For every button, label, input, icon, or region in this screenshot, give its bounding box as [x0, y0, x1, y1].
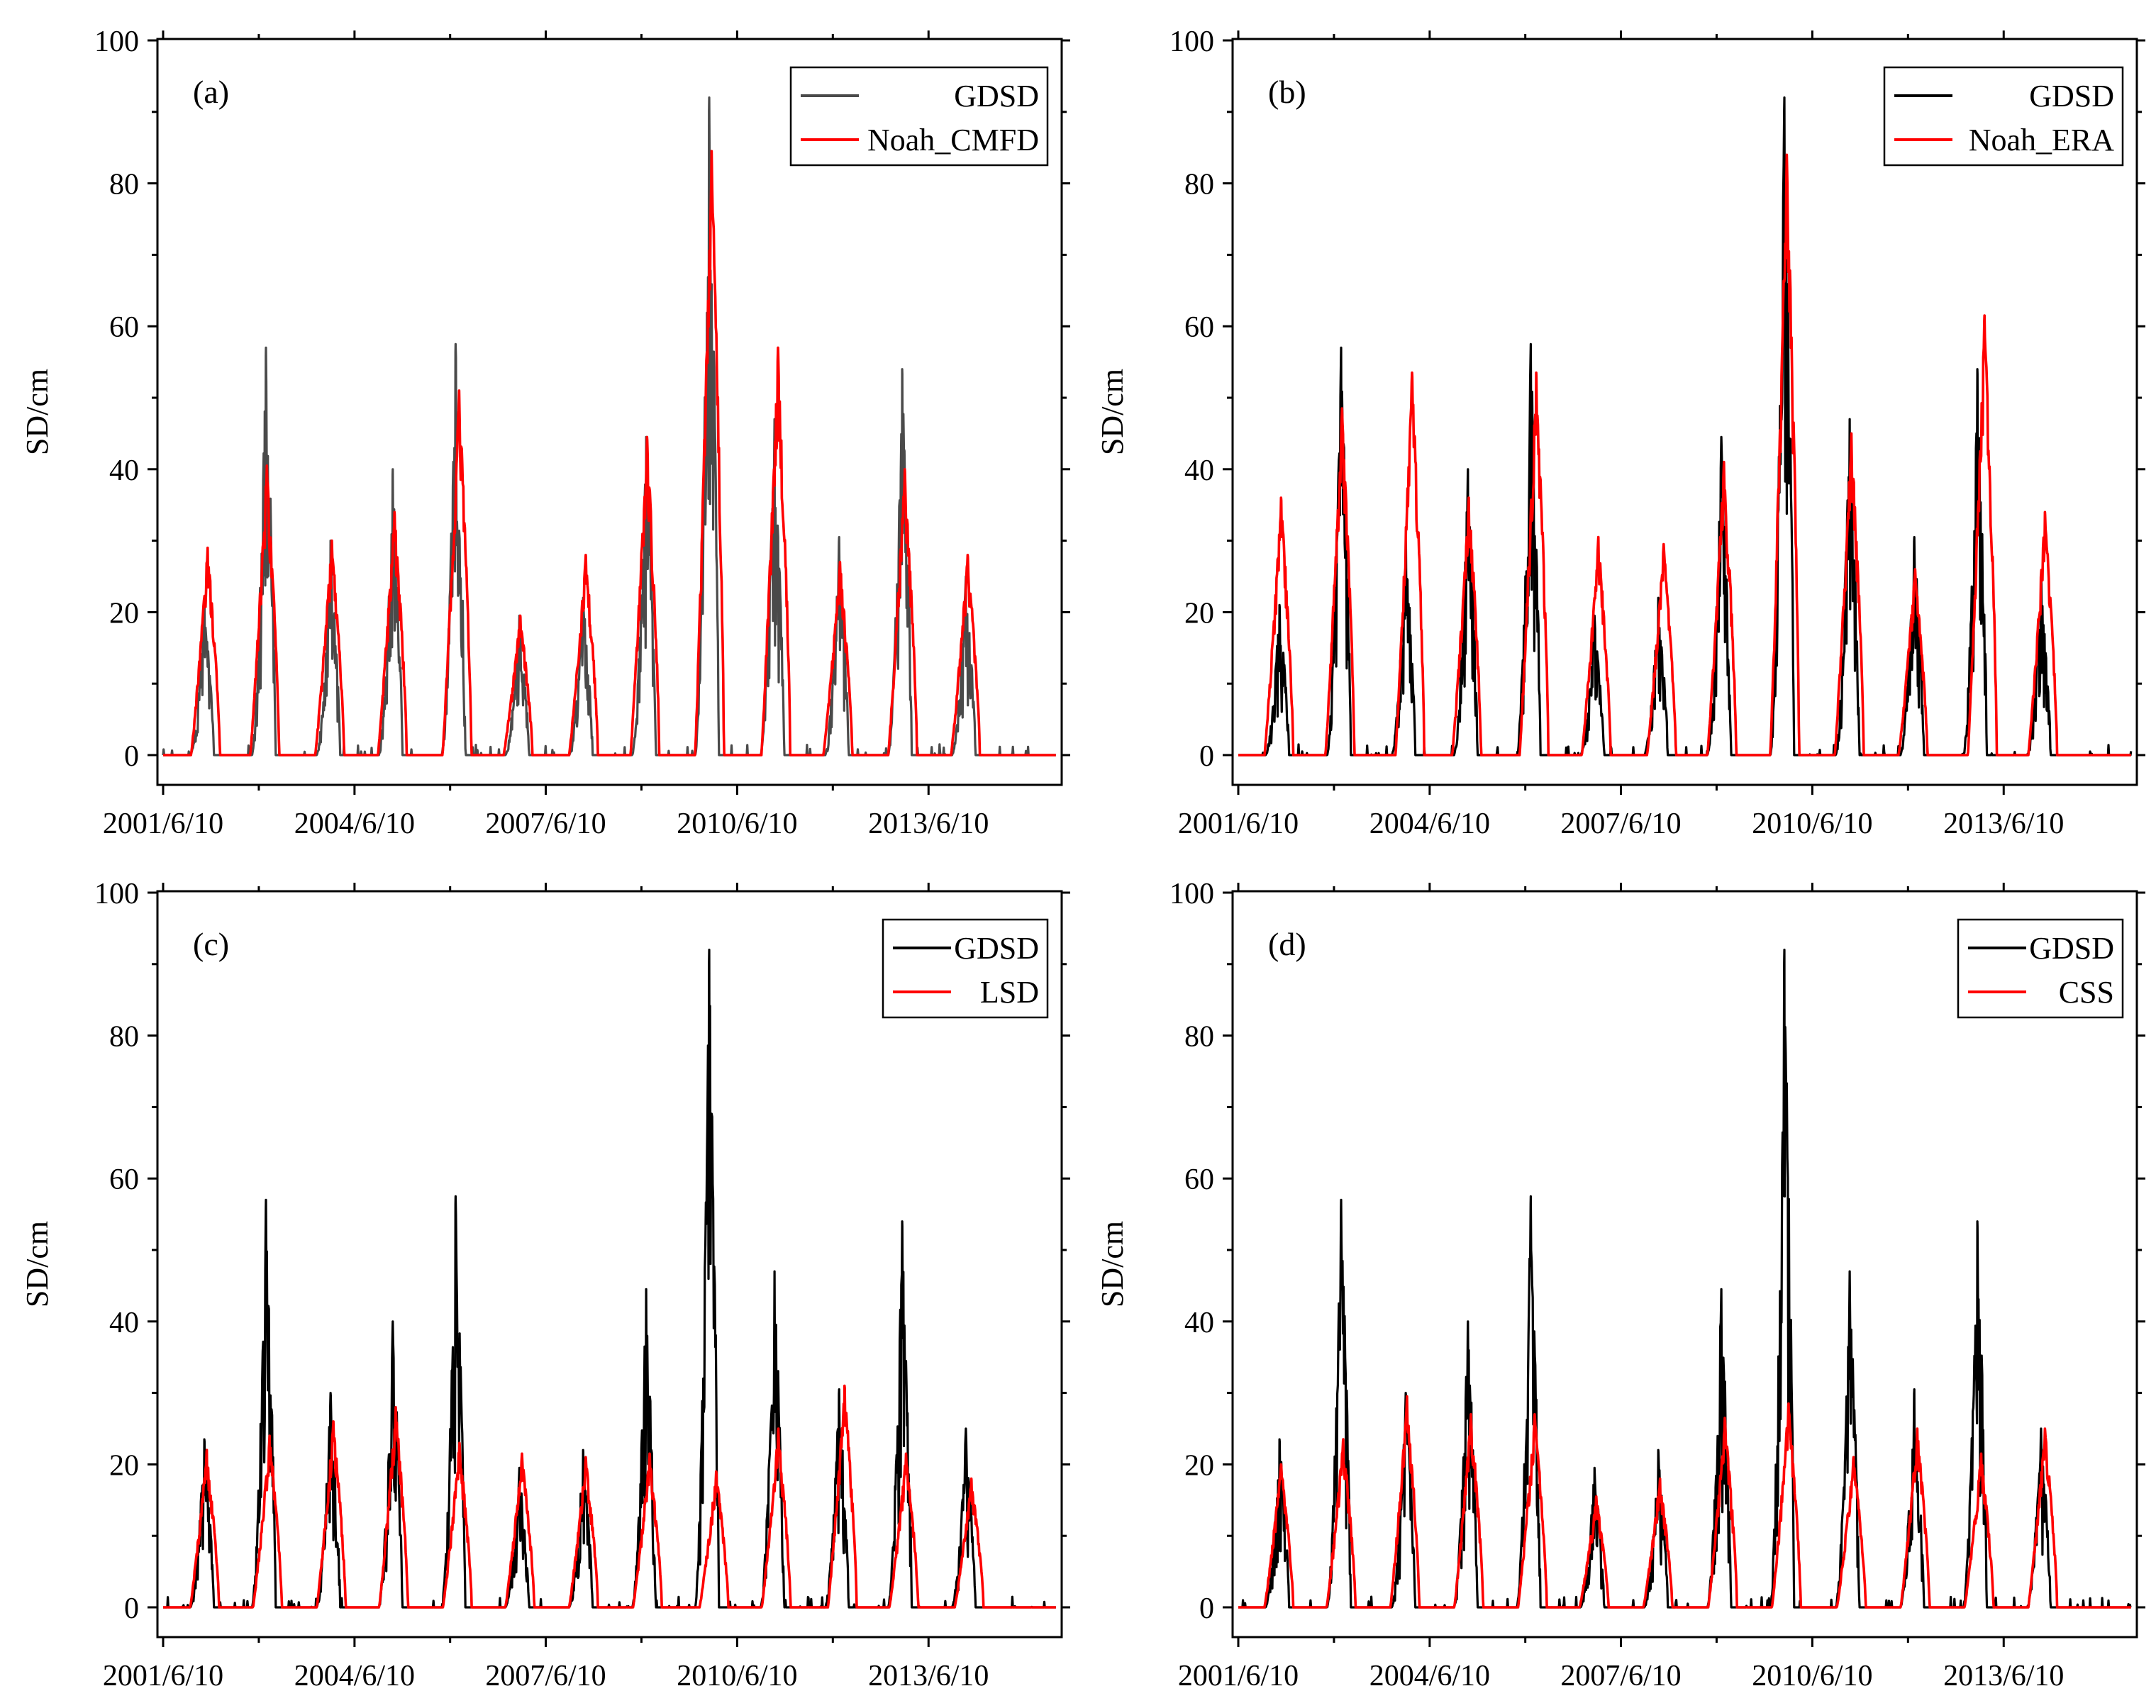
x-tick-label: 2004/6/10 [1369, 1660, 1490, 1692]
legend-box [789, 66, 1049, 167]
panel-tag: (b) [1268, 74, 1306, 110]
y-tick-label: 80 [109, 169, 139, 201]
legend-label: LSD [980, 975, 1039, 1010]
x-tick-label: 2004/6/10 [1369, 808, 1490, 840]
x-tick-label: 2001/6/10 [103, 808, 223, 840]
legend-box [1883, 66, 2124, 167]
y-tick-label: 80 [1184, 1021, 1214, 1054]
legend-label: CSS [2059, 975, 2114, 1010]
y-tick-label: 100 [1169, 26, 1214, 58]
y-tick-label: 20 [109, 597, 139, 630]
y-tick-label: 0 [1199, 1592, 1214, 1625]
y-tick-label: 80 [1184, 169, 1214, 201]
y-tick-label: 20 [1184, 597, 1214, 630]
x-tick-label: 2010/6/10 [677, 808, 797, 840]
x-tick-label: 2001/6/10 [1178, 808, 1299, 840]
plot-frame [156, 38, 1063, 786]
panel-tag: (d) [1268, 926, 1306, 962]
x-tick-label: 2013/6/10 [868, 808, 989, 840]
y-tick-label: 20 [1184, 1449, 1214, 1482]
series-group [1237, 96, 2133, 757]
series-group [162, 96, 1057, 757]
legend-label: GDSD [954, 79, 1039, 113]
y-tick-label: 20 [109, 1449, 139, 1482]
x-tick-label: 2007/6/10 [485, 1660, 606, 1692]
x-tick-label: 2013/6/10 [1943, 1660, 2064, 1692]
y-tick-label: 0 [124, 1592, 139, 1625]
x-tick-label: 2013/6/10 [1943, 808, 2064, 840]
legend-label: GDSD [2029, 79, 2114, 113]
legend: GDSD Noah_CMFD [789, 66, 1049, 167]
legend: GDSD CSS [1957, 918, 2124, 1019]
x-tick-label: 2010/6/10 [1752, 808, 1872, 840]
y-tick-label: 100 [1169, 878, 1214, 910]
x-tick-label: 2007/6/10 [485, 808, 606, 840]
y-tick-label: 60 [109, 311, 139, 344]
legend-label: Noah_ERA [1969, 123, 2115, 157]
y-axis-label: SD/cm [20, 369, 55, 455]
x-tick-label: 2001/6/10 [103, 1660, 223, 1692]
chart-panel-1: 0 20 40 60 80 100 2001/6/10 2004/6/10 2007/6/10 2… [1095, 26, 2145, 840]
chart-panel-3: 0 20 40 60 80 100 2001/6/10 2004/6/10 2007/6/10 2… [1095, 878, 2145, 1692]
legend-box [882, 918, 1049, 1019]
panel-tag: (c) [193, 926, 229, 962]
legend-label: Noah_CMFD [867, 123, 1039, 157]
y-tick-label: 0 [1199, 740, 1214, 773]
legend-label: GDSD [2029, 931, 2114, 966]
x-tick-label: 2004/6/10 [294, 808, 415, 840]
y-tick-label: 40 [1184, 454, 1214, 487]
y-axis-label: SD/cm [1095, 369, 1130, 455]
series-line-noah-cmfd [162, 150, 1057, 757]
y-tick-label: 80 [109, 1021, 139, 1054]
x-tick-label: 2010/6/10 [1752, 1660, 1872, 1692]
y-tick-label: 100 [94, 878, 139, 910]
plot-frame [1231, 38, 2138, 786]
y-tick-label: 40 [109, 1307, 139, 1339]
x-tick-label: 2013/6/10 [868, 1660, 989, 1692]
legend: GDSD Noah_ERA [1883, 66, 2124, 167]
x-tick-label: 2001/6/10 [1178, 1660, 1299, 1692]
y-tick-label: 60 [1184, 311, 1214, 344]
plot-frame [156, 890, 1063, 1639]
series-group [1237, 949, 2132, 1609]
y-tick-label: 0 [124, 740, 139, 773]
series-line-css [1237, 1395, 2132, 1609]
x-tick-label: 2004/6/10 [294, 1660, 415, 1692]
legend-label: GDSD [954, 931, 1039, 966]
x-tick-label: 2010/6/10 [677, 1660, 797, 1692]
plot-frame [1231, 890, 2138, 1639]
y-tick-label: 40 [1184, 1307, 1214, 1339]
y-tick-label: 60 [1184, 1163, 1214, 1196]
chart-panel-0: 0 20 40 60 80 100 2001/6/10 2004/6/10 2007/6/10 2… [20, 26, 1070, 840]
series-group [162, 949, 1057, 1609]
legend-box [1957, 918, 2124, 1019]
panel-tag: (a) [193, 74, 229, 110]
x-tick-label: 2007/6/10 [1560, 808, 1681, 840]
chart-panel-2: 0 20 40 60 80 100 2001/6/10 2004/6/10 2007/6/10 2… [20, 878, 1070, 1692]
series-line-lsd [162, 1384, 1057, 1609]
x-tick-label: 2007/6/10 [1560, 1660, 1681, 1692]
y-tick-label: 100 [94, 26, 139, 58]
series-line-noah-era [1237, 153, 2132, 757]
y-tick-label: 40 [109, 454, 139, 487]
y-axis-label: SD/cm [20, 1221, 55, 1307]
legend: GDSD LSD [882, 918, 1049, 1019]
y-tick-label: 60 [109, 1163, 139, 1196]
y-axis-label: SD/cm [1095, 1221, 1130, 1307]
